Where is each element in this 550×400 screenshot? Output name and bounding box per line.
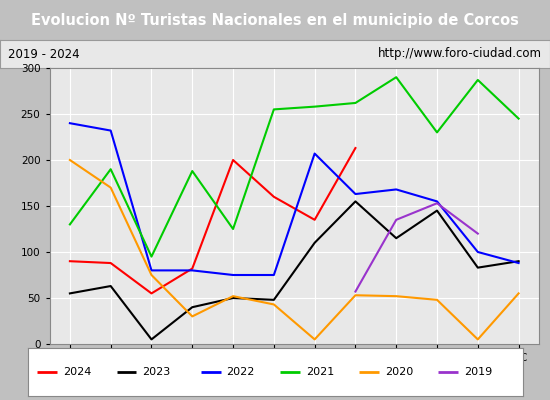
- Text: Evolucion Nº Turistas Nacionales en el municipio de Corcos: Evolucion Nº Turistas Nacionales en el m…: [31, 12, 519, 28]
- Text: 2023: 2023: [142, 367, 170, 377]
- Text: http://www.foro-ciudad.com: http://www.foro-ciudad.com: [378, 48, 542, 60]
- Text: 2024: 2024: [63, 367, 91, 377]
- Text: 2022: 2022: [227, 367, 255, 377]
- Text: 2020: 2020: [385, 367, 413, 377]
- Text: 2021: 2021: [306, 367, 334, 377]
- Text: 2019 - 2024: 2019 - 2024: [8, 48, 80, 60]
- Text: 2019: 2019: [464, 367, 492, 377]
